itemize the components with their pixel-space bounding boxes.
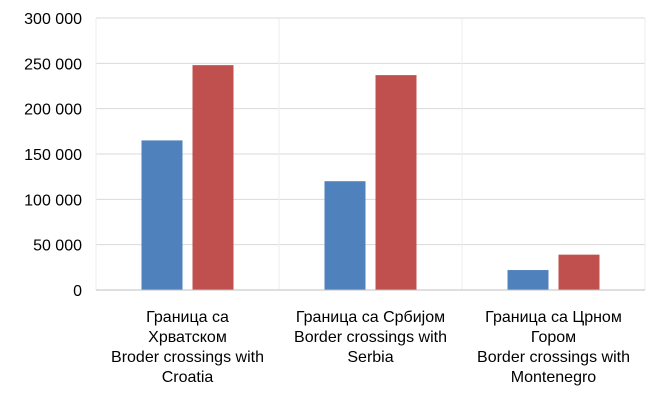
y-tick-label: 150 000 [24, 147, 82, 164]
bars [141, 65, 600, 291]
y-tick-label: 200 000 [24, 102, 82, 119]
bar-series-1-category-1 [141, 140, 183, 290]
x-category-label-line: Хрватском [148, 329, 227, 346]
bar-series-2-category-1 [192, 65, 234, 290]
x-category-label-line: Croatia [162, 369, 214, 386]
x-category-label: Граница са Хрватском Broder crossings with… [111, 309, 264, 386]
x-category-label: Граница са Србијом Border crossings with S… [294, 309, 447, 366]
x-category-label-line: Гором [531, 329, 576, 346]
y-tick-label: 300 000 [24, 11, 82, 28]
x-category-label-line: Serbia [347, 349, 393, 366]
y-tick-label: 250 000 [24, 56, 82, 73]
x-category-label-line: Border crossings with [477, 349, 630, 366]
y-tick-label: 50 000 [33, 238, 82, 255]
y-tick-label: 100 000 [24, 192, 82, 209]
gridlines [95, 17, 646, 290]
x-category-label-line: Border crossings with [294, 329, 447, 346]
y-tick-label: 0 [73, 283, 82, 300]
x-category-label-line: Граница са [146, 309, 229, 326]
bar-series-1-category-3 [507, 270, 549, 290]
y-axis-ticks: 0 50 000 100 000 150 000 200 000 250 000 300 0… [24, 11, 82, 300]
bar-series-2-category-2 [375, 75, 417, 291]
x-category-label-line: Граница са Србијом [296, 309, 445, 326]
bar-series-1-category-2 [324, 181, 366, 290]
x-category-label: Граница са Црном Гором Border crossings wi… [477, 309, 630, 386]
x-category-label-line: Граница са Црном [485, 309, 622, 326]
category-labels: Граница са Хрватском Broder crossings with… [111, 309, 630, 386]
x-category-label-line: Montenegro [511, 369, 596, 386]
x-category-label-line: Broder crossings with [111, 349, 264, 366]
bar-series-2-category-3 [558, 254, 600, 290]
